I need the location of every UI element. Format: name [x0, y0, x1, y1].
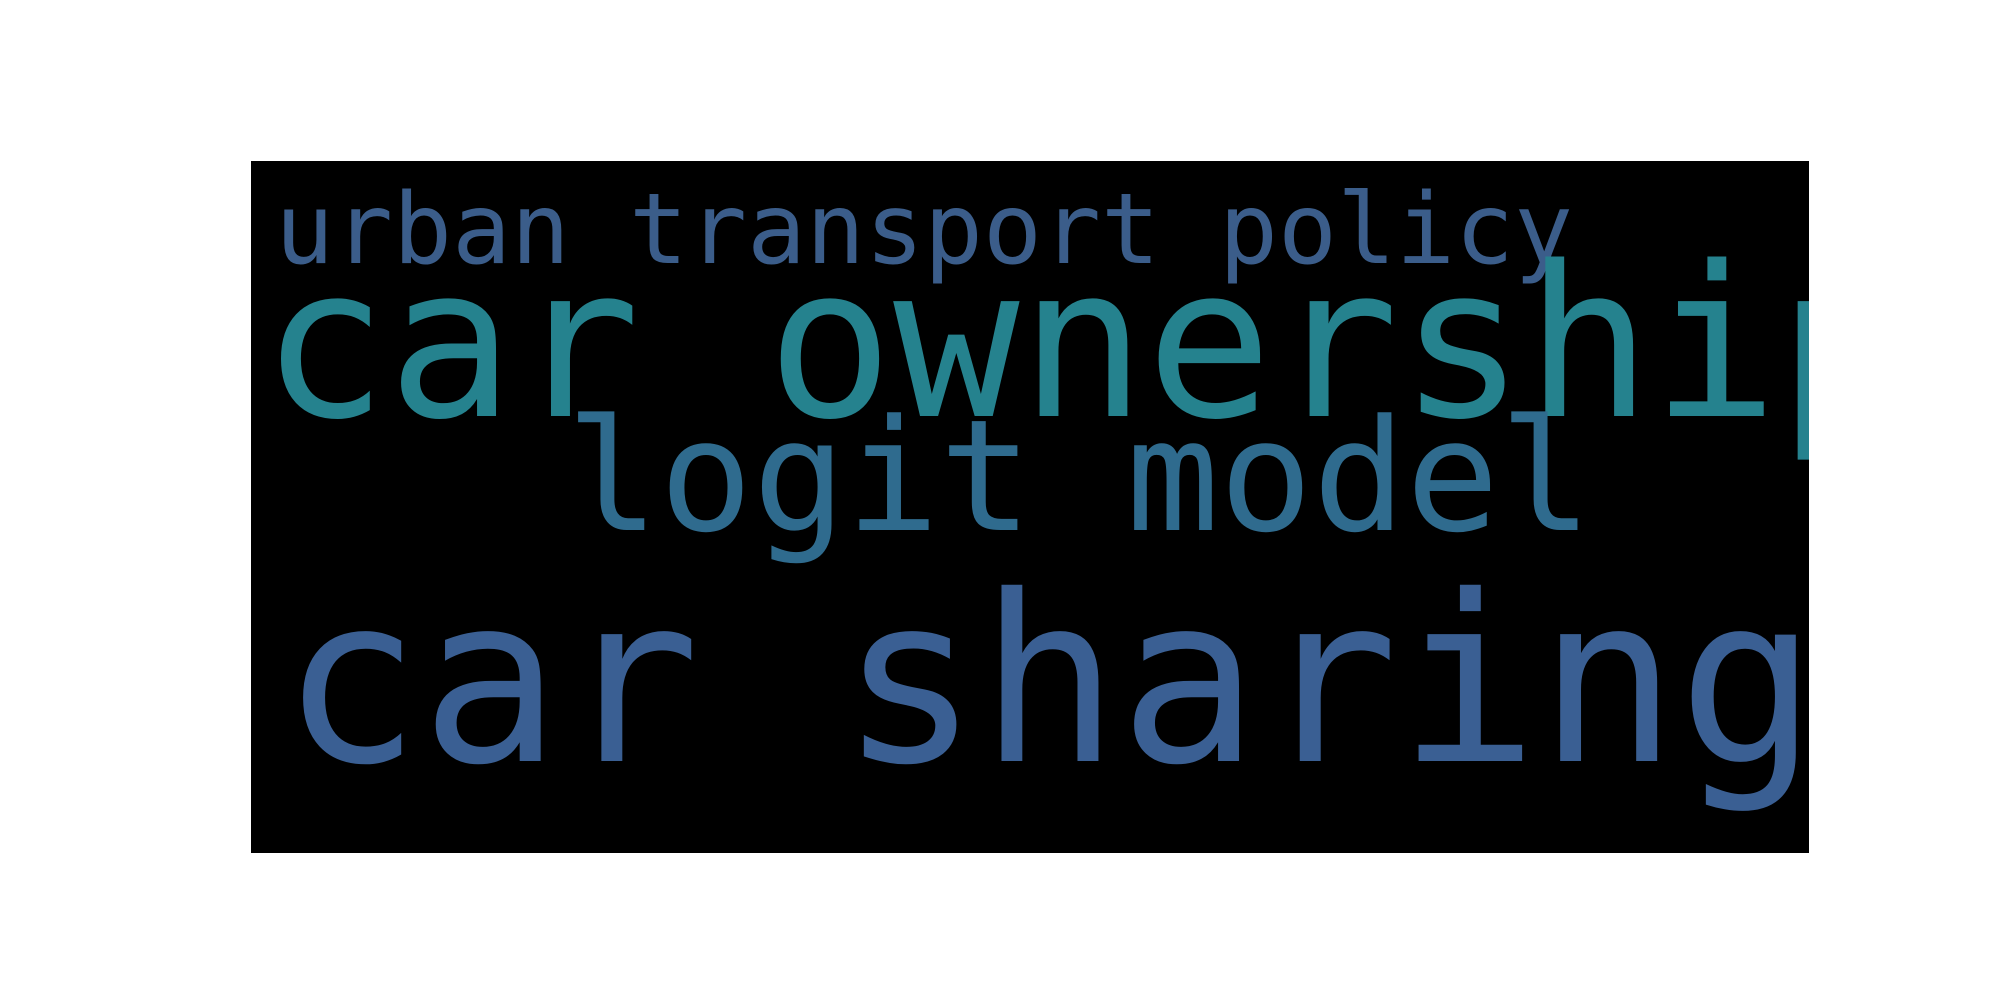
word-logit-model: logit model [566, 386, 1593, 567]
word-cloud-canvas: urban transport policy car ownership log… [251, 161, 1809, 853]
word-urban-transport-policy: urban transport policy [275, 173, 1574, 287]
word-car-ownership: car ownership [261, 221, 1809, 466]
word-car-sharing: car sharing [281, 546, 1809, 816]
